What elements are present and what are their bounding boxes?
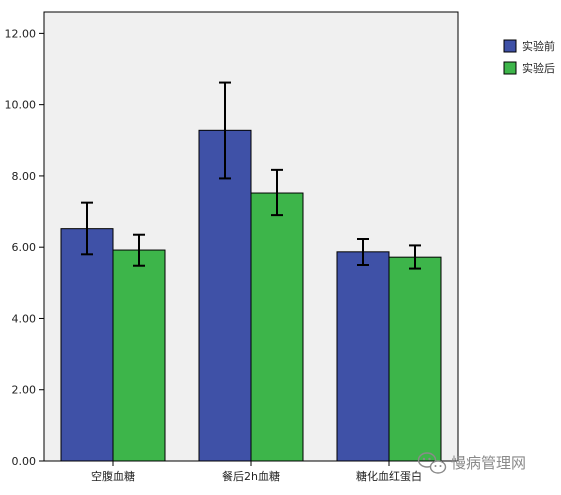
x-tick-label: 餐后2h血糖 xyxy=(222,469,280,483)
bar-before-2 xyxy=(336,251,390,462)
y-tick-label: 4.00 xyxy=(12,312,37,325)
y-tick-label: 2.00 xyxy=(12,384,37,397)
plot-area-group xyxy=(43,11,459,462)
y-tick-label: 8.00 xyxy=(12,170,37,183)
bar-before-1 xyxy=(198,129,252,462)
wechat-icon xyxy=(417,452,447,474)
legend-label-0: 实验前 xyxy=(522,39,555,53)
x-tick-label: 糖化血红蛋白 xyxy=(356,469,422,483)
legend-label-1: 实验后 xyxy=(522,61,555,75)
y-tick-label: 6.00 xyxy=(12,241,37,254)
bar-after-2 xyxy=(388,256,442,462)
legend-swatch-0 xyxy=(503,39,517,53)
y-tick-label: 0.00 xyxy=(12,455,37,468)
y-tick-label: 12.00 xyxy=(5,27,37,40)
x-tick-label: 空腹血糖 xyxy=(91,469,135,483)
bar-before-0 xyxy=(60,228,114,462)
bar-after-0 xyxy=(112,249,166,462)
watermark-text: 慢病管理网 xyxy=(451,454,526,472)
y-tick-label: 10.00 xyxy=(5,99,37,112)
axis-group: 空腹血糖 餐后2h血糖 糖化血红蛋白 0.00 2.00 4.00 6.00 8.00 10.0… xyxy=(5,27,423,483)
watermark: 慢病管理网 xyxy=(417,452,526,474)
legend-swatch-1 xyxy=(503,61,517,75)
bar-after-1 xyxy=(250,192,304,462)
